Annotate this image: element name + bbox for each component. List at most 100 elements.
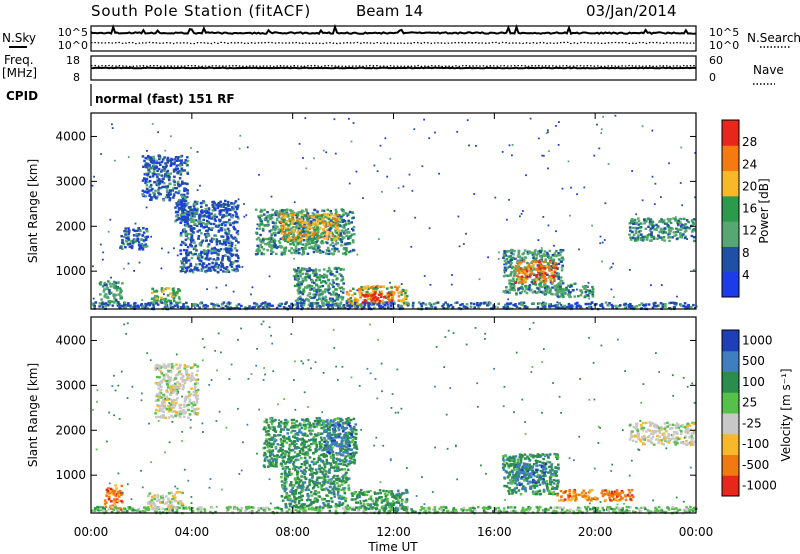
heatmap-cell <box>269 237 273 240</box>
heatmap-cell <box>346 215 349 217</box>
heatmap-cell <box>318 219 322 223</box>
heatmap-cell <box>99 293 102 296</box>
heatmap-cell <box>657 505 661 509</box>
heatmap-cell <box>553 252 556 255</box>
heatmap-cell <box>144 238 148 241</box>
heatmap-cell <box>655 508 658 511</box>
heatmap-cell <box>336 304 339 307</box>
heatmap-cell <box>166 294 170 297</box>
heatmap-cell <box>284 234 288 237</box>
heatmap-cell <box>199 251 203 254</box>
heatmap-cell <box>188 232 191 236</box>
heatmap-cell <box>585 306 589 310</box>
heatmap-cell <box>542 216 545 218</box>
heatmap-cell <box>146 508 150 511</box>
heatmap-cell <box>507 250 510 253</box>
heatmap-cell <box>320 235 323 238</box>
heatmap-cell <box>108 301 111 305</box>
heatmap-cell <box>219 242 222 245</box>
heatmap-cell <box>199 510 203 513</box>
heatmap-cell <box>549 278 552 282</box>
heatmap-cell <box>120 289 123 293</box>
heatmap-cell <box>306 294 310 297</box>
heatmap-cell <box>180 183 183 186</box>
heatmap-cell <box>308 292 312 295</box>
heatmap-cell <box>285 510 289 513</box>
heatmap-cell <box>423 510 426 514</box>
heatmap-cell <box>173 493 177 496</box>
heatmap-cell <box>153 300 157 303</box>
heatmap-cell <box>549 258 553 262</box>
heatmap-cell <box>677 228 680 231</box>
heatmap-cell <box>567 160 570 163</box>
heatmap-cell <box>219 227 223 230</box>
heatmap-cell <box>363 287 366 291</box>
heatmap-cell <box>220 223 224 226</box>
heatmap-cell <box>544 510 547 513</box>
heatmap-cell <box>488 506 492 509</box>
heatmap-cell <box>149 198 152 201</box>
heatmap-cell <box>162 289 166 292</box>
heatmap-cell <box>511 154 513 157</box>
heatmap-cell <box>197 220 201 223</box>
heatmap-cell <box>329 270 333 273</box>
heatmap-cell <box>643 219 646 223</box>
heatmap-cell <box>124 233 127 236</box>
heatmap-cell <box>237 241 240 244</box>
heatmap-cell <box>321 290 324 293</box>
heatmap-cell <box>211 209 215 212</box>
heatmap-cell <box>180 306 183 309</box>
heatmap-cell <box>334 219 338 223</box>
heatmap-cell <box>297 269 301 273</box>
power-ylabel: Slant Range [km] <box>26 159 40 263</box>
heatmap-cell <box>255 238 259 241</box>
heatmap-cell <box>349 235 353 238</box>
heatmap-cell <box>191 304 194 307</box>
heatmap-cell <box>198 222 201 225</box>
heatmap-cell <box>103 288 106 291</box>
heatmap-cell <box>292 225 295 229</box>
heatmap-cell <box>595 509 598 512</box>
heatmap-cell <box>446 303 450 306</box>
heatmap-cell <box>678 217 682 221</box>
heatmap-cell <box>99 508 102 512</box>
heatmap-cell <box>515 269 518 272</box>
heatmap-cell <box>292 243 296 246</box>
heatmap-cell <box>559 285 562 289</box>
heatmap-cell <box>344 223 347 226</box>
heatmap-cell <box>694 152 697 154</box>
heatmap-cell <box>509 274 513 277</box>
heatmap-cell <box>152 191 155 195</box>
heatmap-cell <box>225 238 229 241</box>
heatmap-cell <box>141 189 145 192</box>
heatmap-cell <box>356 305 360 308</box>
heatmap-cell <box>361 294 365 297</box>
heatmap-cell <box>347 250 351 254</box>
heatmap-cell <box>158 161 161 164</box>
heatmap-cell <box>112 285 115 288</box>
heatmap-cell <box>629 221 633 225</box>
heatmap-cell <box>301 243 305 246</box>
heatmap-cell <box>339 234 343 237</box>
heatmap-cell <box>214 251 218 254</box>
heatmap-cell <box>232 261 235 264</box>
heatmap-cell <box>352 287 355 290</box>
heatmap-cell <box>227 248 230 252</box>
heatmap-cell <box>172 192 176 196</box>
heatmap-cell <box>114 499 117 503</box>
heatmap-cell <box>234 244 237 247</box>
heatmap-cell <box>526 510 530 513</box>
heatmap-cell <box>579 506 582 510</box>
heatmap-cell <box>216 303 219 306</box>
heatmap-cell <box>175 218 179 222</box>
heatmap-cell <box>542 274 545 278</box>
heatmap-cell <box>155 302 158 305</box>
heatmap-cell <box>179 172 181 175</box>
heatmap-cell <box>225 211 229 214</box>
heatmap-cell <box>288 228 291 231</box>
heatmap-cell <box>256 252 260 255</box>
freq-label: Freq. <box>4 53 34 67</box>
heatmap-cell <box>353 297 357 300</box>
heatmap-cell <box>226 200 230 204</box>
heatmap-cell <box>559 283 562 286</box>
